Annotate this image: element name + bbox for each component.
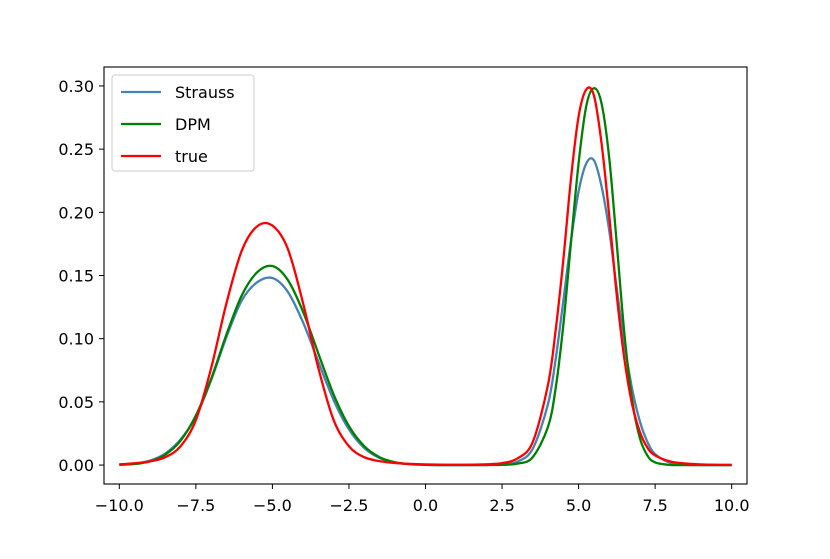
y-tick-label: 0.00 (58, 456, 94, 475)
legend-label-strauss: Strauss (175, 83, 235, 102)
x-tick-label: −10.0 (95, 496, 144, 515)
y-tick-label: 0.25 (58, 140, 94, 159)
x-tick-label: 0.0 (413, 496, 438, 515)
legend: Strauss DPM true (111, 74, 255, 172)
x-tick-label: 2.5 (489, 496, 514, 515)
series-line-strauss (119, 157, 732, 467)
x-tick-label: −5.0 (253, 496, 292, 515)
legend-label-true: true (175, 147, 208, 166)
legend-label-dpm: DPM (175, 115, 211, 134)
y-tick-label: 0.30 (58, 77, 94, 96)
y-tick-label: 0.20 (58, 203, 94, 222)
series-layer (119, 86, 732, 467)
y-tick-label: 0.15 (58, 267, 94, 286)
series-line-true (119, 86, 732, 467)
y-tick-label: 0.05 (58, 393, 94, 412)
x-tick-label: 7.5 (642, 496, 667, 515)
x-tick-label: −7.5 (176, 496, 215, 515)
tick-layer: −10.0 −7.5 −5.0 −2.5 0.0 2.5 5.0 7.5 10.0 0.00 0.0… (58, 77, 749, 515)
x-tick-label: 10.0 (714, 496, 750, 515)
x-tick-label: 5.0 (566, 496, 591, 515)
legend-box (111, 74, 255, 172)
y-tick-label: 0.10 (58, 330, 94, 349)
x-tick-label: −2.5 (330, 496, 369, 515)
